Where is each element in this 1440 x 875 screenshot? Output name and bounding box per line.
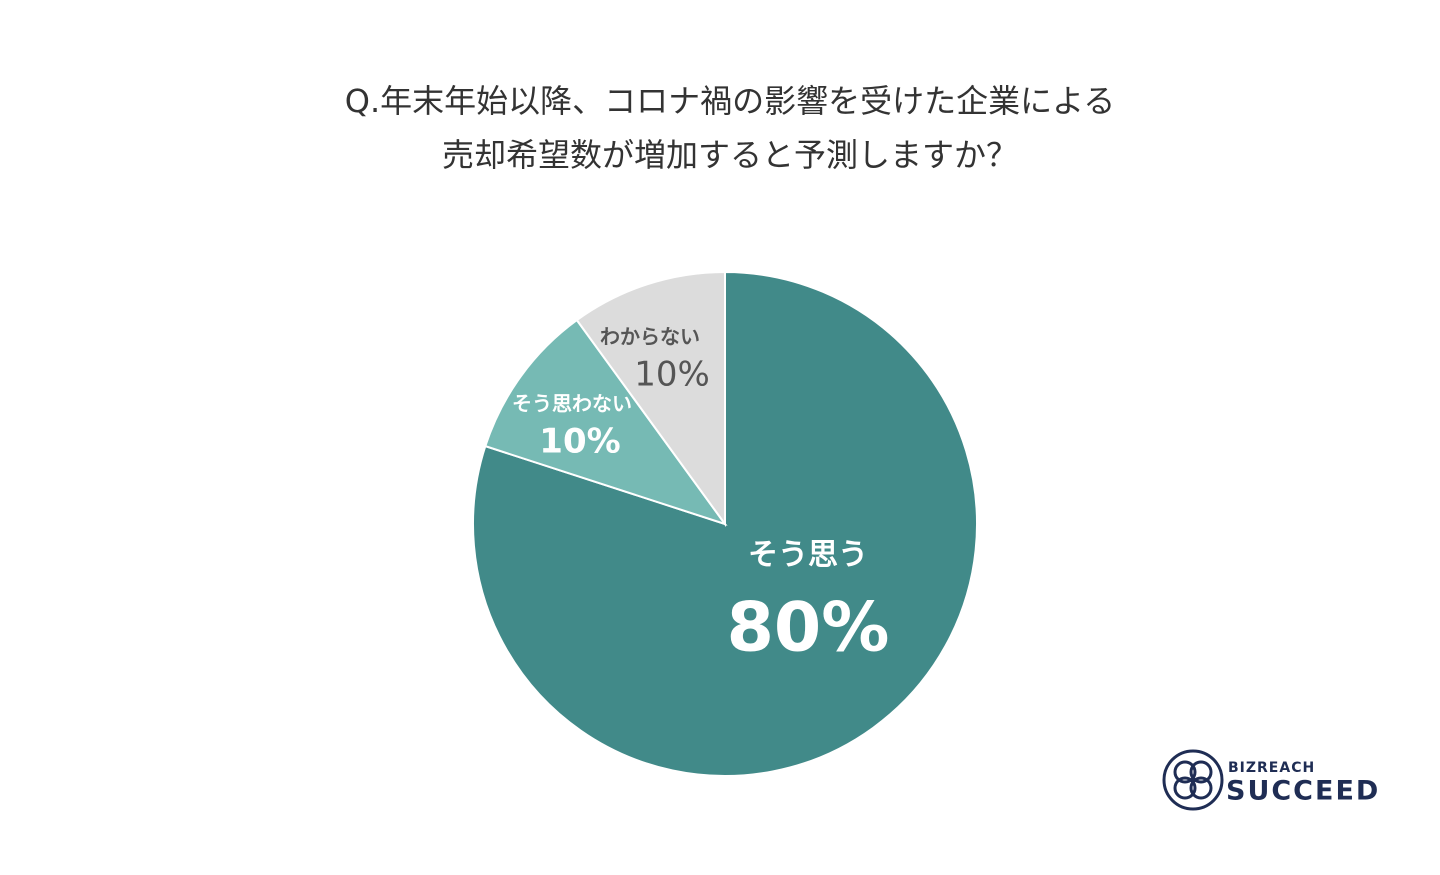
logo [1162, 749, 1224, 811]
logo-ring [1173, 776, 1197, 800]
logo-ring [1162, 749, 1224, 811]
slice-value: 80% [727, 589, 890, 668]
chart-title: Q.年末年始以降、コロナ禍の影響を受けた企業による [345, 82, 1115, 120]
pie-slice [484, 318, 728, 526]
slice-label: わからない [600, 325, 700, 349]
chart-title: 売却希望数が増加すると予測しますか？ [442, 136, 1018, 174]
pie-slice [575, 270, 726, 528]
slice-label: そう思う [748, 538, 868, 573]
logo-bottom: SUCCEED [1226, 776, 1380, 807]
logo-ring [1173, 760, 1197, 784]
slice-label: そう思わない [512, 392, 632, 416]
logo-ring [1189, 760, 1213, 784]
slice-value: 10% [539, 422, 620, 462]
slice-value: 10% [634, 355, 710, 395]
logo-top: BIZREACH [1228, 760, 1315, 776]
logo-ring [1189, 776, 1213, 800]
